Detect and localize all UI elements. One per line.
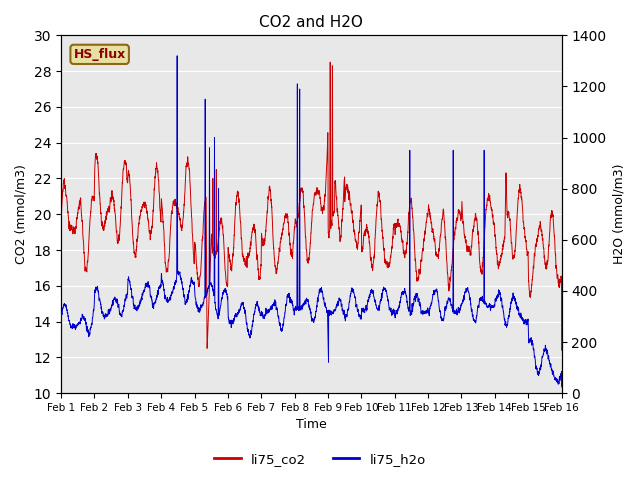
Y-axis label: H2O (mmol/m3): H2O (mmol/m3) bbox=[612, 164, 625, 264]
X-axis label: Time: Time bbox=[296, 419, 326, 432]
Title: CO2 and H2O: CO2 and H2O bbox=[259, 15, 364, 30]
Text: HS_flux: HS_flux bbox=[74, 48, 126, 61]
Legend: li75_co2, li75_h2o: li75_co2, li75_h2o bbox=[209, 447, 431, 471]
Y-axis label: CO2 (mmol/m3): CO2 (mmol/m3) bbox=[15, 164, 28, 264]
